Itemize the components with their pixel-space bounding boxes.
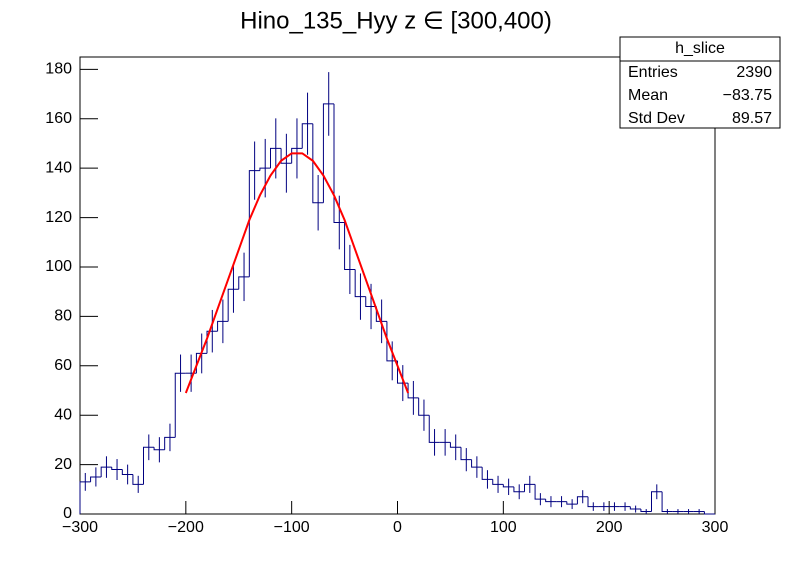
histogram-bin [322, 103, 334, 203]
histogram-bin [587, 496, 599, 508]
histogram-bin [502, 484, 514, 488]
y-tick-label: 120 [45, 209, 72, 226]
histogram-bin [576, 496, 588, 505]
histogram-bin [238, 276, 250, 290]
histogram-bin [280, 148, 292, 164]
stats-title: h_slice [675, 40, 725, 57]
histogram-bin [386, 321, 398, 362]
stats-value: −83.75 [723, 87, 772, 104]
stats-value: 89.57 [732, 110, 772, 127]
y-tick-label: 40 [54, 406, 72, 423]
fit-curve [184, 152, 410, 394]
histogram-bin [270, 147, 282, 169]
histogram-bin [481, 467, 493, 480]
y-tick-label: 140 [45, 159, 72, 176]
x-tick-label: 100 [490, 519, 517, 536]
histogram-bin [524, 483, 536, 492]
histogram-bin [164, 436, 176, 450]
histogram-bin [132, 474, 144, 485]
histogram-bin [513, 486, 525, 493]
y-tick-label: 60 [54, 357, 72, 374]
stats-key: Mean [628, 87, 668, 104]
histogram-bin [121, 469, 133, 475]
histogram-bin [90, 476, 102, 482]
histogram-bin [344, 222, 356, 270]
histogram-bin [174, 372, 186, 438]
histogram-bin [354, 269, 366, 298]
stats-key: Std Dev [628, 110, 685, 127]
histogram-bin [661, 491, 673, 513]
histogram-bin [111, 467, 123, 471]
histogram-bin [651, 491, 663, 512]
histogram-bin [449, 442, 461, 448]
histogram-bin [291, 147, 303, 164]
x-tick-label: 0 [393, 519, 402, 536]
x-tick-label: −100 [274, 519, 310, 536]
x-tick-label: −300 [62, 519, 98, 536]
histogram-bin [248, 170, 260, 277]
histogram-bin [206, 330, 218, 354]
histogram-bin [428, 415, 440, 443]
y-tick-label: 100 [45, 258, 72, 275]
histogram-bin [629, 506, 641, 510]
stats-frame [619, 36, 781, 129]
x-tick-label: 200 [596, 519, 623, 536]
histogram-bin [534, 484, 546, 500]
histogram-bin [100, 466, 112, 477]
chart-title: Hino_135_Hyy z ∈ [300,400) [240, 7, 552, 34]
histogram-bin [365, 296, 377, 307]
histogram-bin [259, 167, 271, 171]
histogram-bin [545, 499, 557, 503]
x-tick-label: −200 [168, 519, 204, 536]
x-tick-label: 300 [702, 519, 729, 536]
histogram-bin [153, 447, 165, 451]
y-tick-label: 80 [54, 308, 72, 325]
stats-key: Entries [628, 64, 678, 81]
histogram-bin [471, 459, 483, 468]
y-tick-label: 20 [54, 456, 72, 473]
histogram-bin [492, 479, 504, 485]
histogram-bin [217, 320, 229, 332]
y-tick-label: 180 [45, 61, 72, 78]
stats-value: 2390 [736, 64, 772, 81]
histogram-bin [640, 509, 652, 513]
histogram-bin [703, 511, 715, 515]
histogram-bin [301, 123, 313, 149]
histogram-bin [460, 447, 472, 461]
histogram-bin [407, 383, 419, 399]
histogram-bin [333, 103, 345, 224]
histogram-bin [312, 123, 324, 204]
y-tick-label: 0 [63, 505, 72, 522]
histogram-bin [418, 397, 430, 416]
histogram-bin [79, 481, 91, 514]
histogram-bin [143, 446, 155, 485]
y-tick-label: 160 [45, 110, 72, 127]
stats-box: h_slice Entries 2390 Mean −83.75 Std Dev… [619, 36, 781, 129]
histogram-bin [566, 501, 578, 505]
histogram-bin [227, 288, 239, 322]
